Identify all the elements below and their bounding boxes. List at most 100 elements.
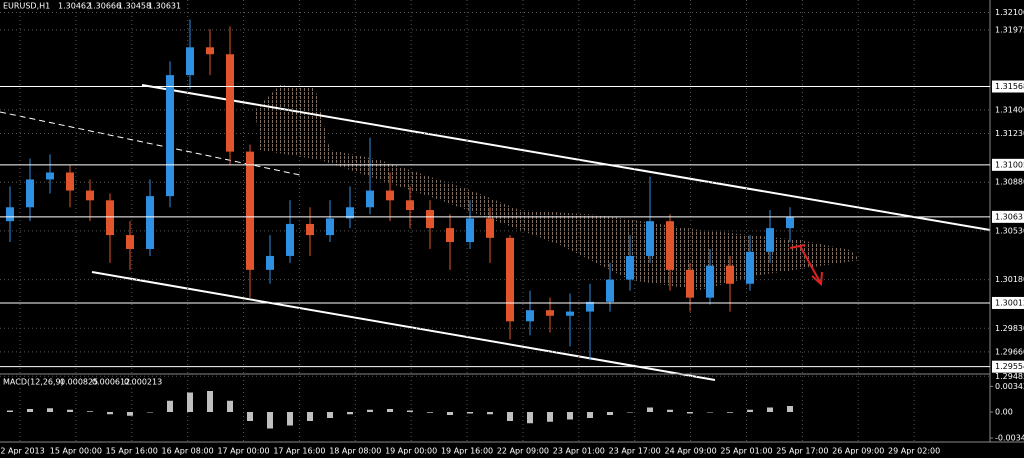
macd-bar [267,412,273,429]
x-tick-label: 24 Apr 09:00 [665,447,717,456]
level-label-box [992,296,1024,309]
macd-bar [287,412,293,426]
y-tick-label: 1.31230 [995,129,1024,138]
candle-body [586,301,594,312]
macd-bar [467,412,473,414]
macd-bar [387,409,393,412]
candle-body [506,237,514,322]
macd-bar [27,409,33,412]
y-tick-label: 1.29485 [995,372,1024,381]
candle-body [166,75,174,197]
level-label-box [992,158,1024,171]
macd-bar [787,406,793,412]
y-tick-label: 1.30180 [995,275,1024,284]
macd-tick-label: 0.00 [995,408,1013,417]
y-tick-label: 1.31400 [995,105,1024,114]
macd-bar [327,412,333,418]
macd-bar [447,412,453,415]
macd-bar [687,412,693,414]
macd-bar [87,411,93,412]
candle-body [266,255,274,270]
macd-title: MACD(12,26,9) [3,378,64,387]
candle-body [546,310,554,316]
macd-bar [507,412,513,421]
candle-body [46,172,54,180]
candle-body [406,200,414,211]
y-tick-label: 1.29830 [995,324,1024,333]
trend-line [91,271,716,381]
macd-bar [627,412,633,413]
header-value: 1.30631 [148,2,181,11]
level-label: 1.30631 [995,212,1024,221]
level-label: 1.30012 [995,298,1024,307]
candle-body [626,255,634,280]
candle-body [666,221,674,270]
trend-line [141,84,991,231]
macd-bar [667,409,673,412]
candle-body [726,265,734,284]
macd-bar [647,407,653,412]
macd-header-value: 0.000213 [124,378,162,387]
candle-body [686,269,694,298]
y-tick-label: 1.30880 [995,178,1024,187]
header-value: 1.30462 [58,2,91,11]
y-tick-label: 1.31975 [995,25,1024,34]
macd-bar [607,412,613,415]
candle-body [286,223,294,256]
candle-body [26,179,34,208]
candle-body [66,172,74,191]
x-tick-label: 15 Apr 16:00 [106,447,158,456]
candle-body [466,218,474,243]
candle-body [366,190,374,208]
candle-body [126,235,134,249]
macd-bar [107,412,113,415]
candle-body [486,218,494,238]
candle-body [706,265,714,298]
candle-body [526,310,534,322]
x-tick-label: 17 Apr 16:00 [273,447,325,456]
candle-body [386,190,394,201]
level-label: 1.31005 [995,160,1024,169]
level-label: 1.29554 [995,362,1024,371]
x-tick-label: 12 Apr 2013 [0,447,45,456]
symbol: EURUSD,H1 [3,2,50,11]
macd-bar [307,412,313,421]
level-label-box [992,80,1024,93]
x-tick-label: 18 Apr 08:00 [329,447,381,456]
candle-body [246,151,254,270]
header-value: 1.30666 [88,2,121,11]
macd-bar [527,412,533,424]
macd-bar [127,412,133,416]
y-tick-label: 1.29660 [995,347,1024,356]
x-tick-label: 26 Apr 09:00 [832,447,884,456]
macd-bar [207,391,213,412]
candle-body [306,223,314,236]
x-tick-label: 19 Apr 00:00 [385,447,437,456]
x-tick-label: 16 Apr 08:00 [162,447,214,456]
candle-body [346,207,354,219]
candle-body [6,207,14,222]
macd-bar [407,410,413,412]
macd-bar [47,408,53,412]
candle-body [566,311,574,316]
candle-body [226,54,234,152]
candle-body [146,196,154,249]
macd-bar [347,412,353,415]
macd-bar [547,412,553,422]
macd-bar [147,412,153,413]
x-tick-label: 17 Apr 00:00 [217,447,269,456]
x-tick-label: 29 Apr 02:00 [888,447,940,456]
candle-body [766,228,774,252]
macd-tick-label: 0.00342 [995,382,1024,391]
y-tick-label: 1.30530 [995,226,1024,235]
y-tick-label: 1.32100 [995,8,1024,17]
macd-header-value: 0.000612 [92,378,130,387]
macd-bar [487,412,493,415]
macd-bar [187,392,193,412]
macd-bar [727,412,733,413]
candle-body [86,190,94,201]
macd-bar [427,412,433,413]
macd-bar [67,409,73,412]
